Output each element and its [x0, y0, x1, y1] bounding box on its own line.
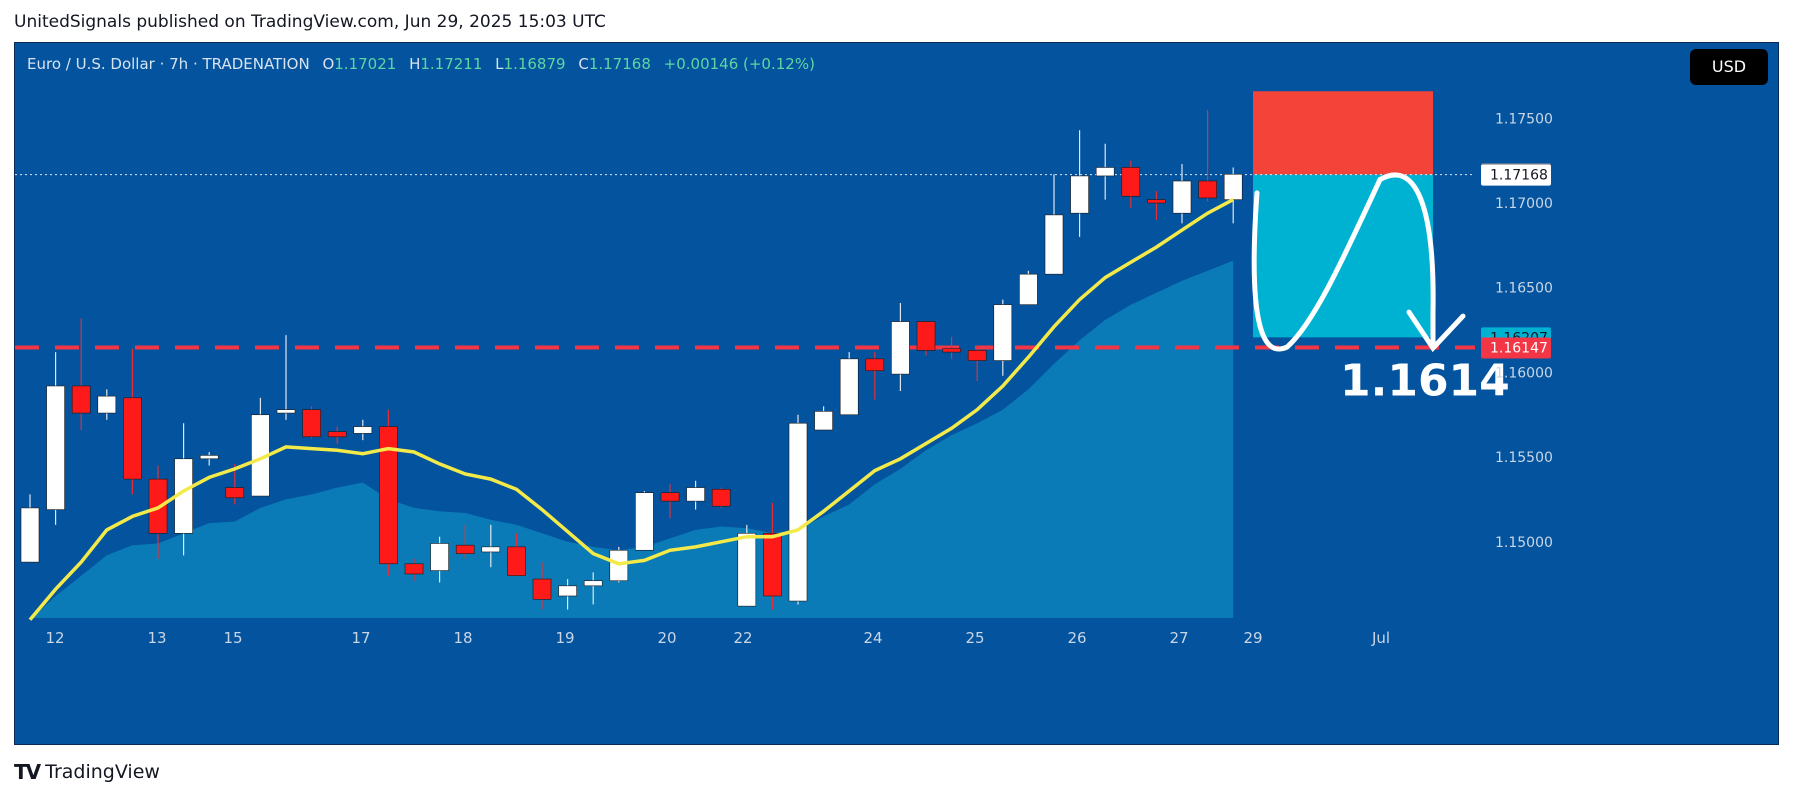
price-chart[interactable]: 1.1614 1.15000 1.15500 1.16000 1.16500 1.1700…: [15, 43, 1778, 744]
stop-loss-zone: [1253, 91, 1433, 175]
bearish-candle: [942, 348, 961, 353]
bullish-candle: [635, 492, 654, 551]
bearish-candle: [967, 350, 987, 361]
bullish-candle: [891, 321, 910, 375]
bullish-candle: [583, 580, 603, 587]
bearish-candle: [916, 321, 936, 351]
bearish-candle: [71, 385, 91, 414]
symbol-legend: Euro / U.S. Dollar · 7h · TRADENATION O1…: [27, 55, 815, 73]
time-axis-tick: 17: [351, 629, 370, 647]
price-badge-text: 1.16147: [1490, 341, 1548, 357]
bearish-candle: [507, 546, 526, 576]
bullish-candle: [276, 409, 296, 414]
bearish-candle: [1198, 180, 1217, 199]
price-axis-tick: 1.17500: [1495, 111, 1553, 127]
price-badge: [1481, 164, 1551, 186]
bullish-candle: [1044, 214, 1064, 275]
change-value: +0.00146 (+0.12%): [663, 55, 815, 73]
price-axis-tick: 1.17000: [1495, 196, 1553, 212]
bullish-candle: [20, 507, 40, 563]
time-axis-tick: 24: [863, 629, 882, 647]
arrow-head-icon: [1406, 309, 1466, 353]
bullish-candle: [353, 426, 373, 434]
slow-ema-area: [30, 260, 1234, 620]
price-axis-tick: 1.15000: [1495, 535, 1553, 551]
footer-brand: TV TradingView: [14, 760, 160, 784]
time-axis-tick: 19: [555, 629, 574, 647]
time-axis-tick: Jul: [1371, 629, 1390, 647]
bullish-candle: [788, 422, 808, 602]
bearish-candle: [455, 544, 475, 554]
price-badge-text: 1.17168: [1490, 168, 1548, 184]
bearish-candle: [327, 431, 347, 438]
bearish-candle: [404, 563, 424, 575]
time-axis-tick: 27: [1169, 629, 1188, 647]
bearish-candle: [379, 426, 398, 565]
bullish-candle: [737, 533, 757, 607]
bearish-candle: [763, 533, 782, 597]
bearish-candle: [123, 397, 142, 480]
price-axis-tick: 1.16000: [1495, 365, 1553, 381]
time-axis-tick: 29: [1243, 629, 1262, 647]
time-axis-tick: 26: [1067, 629, 1086, 647]
time-axis-tick: 15: [223, 629, 242, 647]
high-value: 1.17211: [420, 55, 483, 73]
bullish-candle: [199, 455, 219, 460]
bullish-candle: [558, 585, 577, 597]
bullish-candle: [1070, 175, 1089, 214]
bearish-candle: [865, 358, 885, 372]
bullish-candle: [686, 487, 705, 502]
close-label: C: [578, 55, 589, 73]
bearish-candle: [660, 492, 680, 502]
projection-arrow-path: [1251, 172, 1436, 352]
bearish-candle: [225, 487, 245, 499]
bullish-candle: [97, 395, 117, 414]
bearish-candle: [1121, 167, 1141, 197]
time-axis-tick: 20: [657, 629, 676, 647]
publisher-line: UnitedSignals published on TradingView.c…: [14, 12, 606, 32]
low-value: 1.16879: [503, 55, 566, 73]
open-value: 1.17021: [334, 55, 397, 73]
chart-panel[interactable]: 1.1614 1.15000 1.15500 1.16000 1.16500 1.1700…: [14, 42, 1779, 745]
bullish-candle: [46, 385, 65, 510]
bullish-candle: [814, 411, 833, 431]
currency-button[interactable]: USD: [1690, 49, 1768, 85]
symbol-name: Euro / U.S. Dollar · 7h · TRADENATION: [27, 55, 310, 73]
fast-ema-line: [28, 198, 1235, 621]
bearish-candle: [532, 578, 552, 600]
time-axis-tick: 18: [453, 629, 472, 647]
bullish-candle: [839, 358, 859, 416]
bullish-candle: [481, 546, 501, 553]
time-axis-tick: 25: [965, 629, 984, 647]
bullish-candle: [1019, 273, 1038, 305]
bullish-candle: [1095, 167, 1115, 177]
open-label: O: [322, 55, 335, 73]
tradingview-logo-icon: TV: [14, 760, 41, 784]
time-axis-tick: 13: [147, 629, 166, 647]
price-badge: [1481, 337, 1551, 359]
bearish-candle: [302, 409, 321, 438]
price-axis-tick: 1.16500: [1495, 281, 1553, 297]
time-axis-tick: 12: [45, 629, 64, 647]
bearish-candle: [1147, 199, 1166, 204]
low-label: L: [495, 55, 504, 73]
close-value: 1.17168: [588, 55, 651, 73]
footer-brand-text: TradingView: [45, 761, 160, 783]
time-axis-tick: 22: [733, 629, 752, 647]
high-label: H: [409, 55, 421, 73]
target-price-annotation: 1.1614: [1340, 356, 1510, 407]
bearish-candle: [711, 488, 731, 507]
price-axis-tick: 1.15500: [1495, 450, 1553, 466]
bullish-candle: [993, 304, 1013, 361]
bullish-candle: [430, 543, 449, 571]
bullish-candle: [1172, 180, 1192, 214]
bullish-candle: [1223, 173, 1243, 200]
